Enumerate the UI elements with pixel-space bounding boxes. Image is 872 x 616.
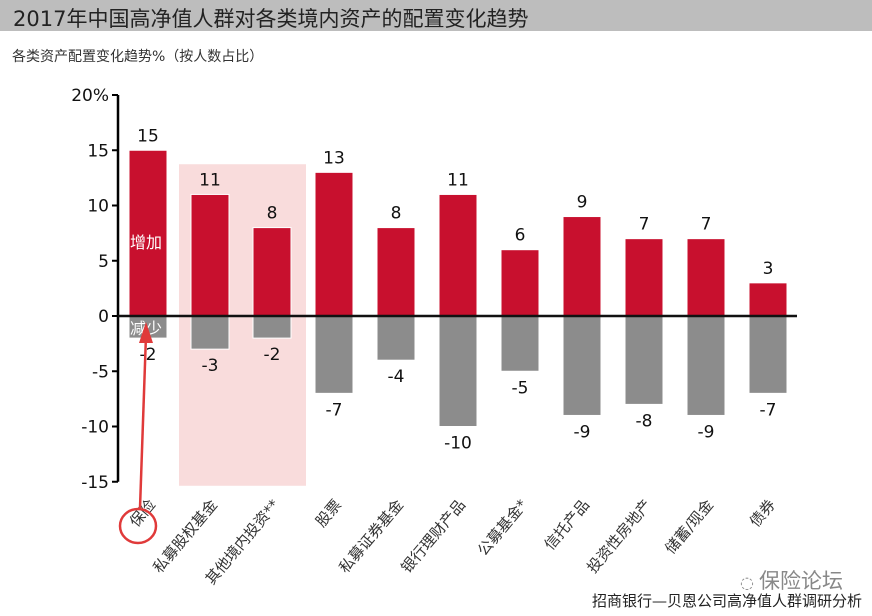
x-tick-label: 信托产品 (541, 496, 593, 554)
data-label-decrease: -9 (698, 422, 715, 442)
data-label-decrease: -10 (444, 434, 472, 454)
bar-decrease (252, 315, 292, 339)
bar-increase (190, 193, 230, 317)
data-label-decrease: -4 (388, 367, 405, 387)
data-label-decrease: -9 (574, 422, 591, 442)
x-tick-label: 保险 (126, 496, 159, 531)
y-tick-label: 5 (98, 252, 109, 272)
x-tick-label: 储蓄/现金 (661, 496, 717, 557)
data-label-decrease: -2 (140, 345, 157, 365)
arrow-line (138, 334, 148, 509)
arrow-head (139, 322, 153, 343)
data-label-decrease: -3 (202, 356, 219, 376)
bar-decrease (314, 315, 354, 394)
x-tick-label: 私募证券基金 (335, 496, 407, 577)
bar-decrease (624, 315, 664, 405)
bar-increase (376, 227, 416, 317)
data-label-increase: 8 (391, 204, 402, 224)
x-tick-label: 投资性房地产 (583, 496, 655, 577)
x-tick-label: 债券 (746, 496, 779, 531)
data-label-increase: 11 (199, 170, 221, 190)
y-tick-label: -5 (92, 362, 109, 382)
y-tick-label: 10 (87, 197, 109, 217)
watermark-text: 保险论坛 (759, 569, 844, 593)
bar-increase (686, 238, 726, 317)
bar-increase (748, 282, 788, 317)
chart-title: 2017年中国高净值人群对各类境内资产的配置变化趋势 (13, 7, 529, 31)
data-label-increase: 7 (639, 215, 650, 235)
bar-decrease (438, 315, 478, 427)
x-tick-label: 股票 (312, 496, 345, 531)
bar-increase (562, 216, 602, 317)
data-label-increase: 15 (137, 126, 159, 146)
x-tick-label: 公募基金* (474, 496, 531, 560)
y-tick-label: 20% (71, 86, 109, 106)
x-tick-label: 银行理财产品 (397, 496, 469, 577)
bar-increase (624, 238, 664, 317)
bar-increase (314, 171, 354, 317)
y-tick-label: 0 (98, 307, 109, 327)
bar-increase (500, 249, 540, 317)
bar-increase (128, 149, 168, 317)
bar-decrease (376, 315, 416, 361)
title-bar: 2017年中国高净值人群对各类境内资产的配置变化趋势 (0, 0, 872, 31)
bar-increase (438, 193, 478, 317)
data-label-decrease: -7 (326, 400, 343, 420)
data-label-decrease: -7 (760, 400, 777, 420)
data-label-increase: 6 (515, 226, 526, 246)
watermark: ◌ 保险论坛 (740, 565, 843, 595)
data-label-increase: 8 (267, 204, 278, 224)
bar-increase (252, 227, 292, 317)
x-tick-label: 私募股权基金 (149, 496, 221, 577)
bar-decrease (686, 315, 726, 416)
y-tick-label: 15 (87, 141, 109, 161)
data-label-increase: 3 (763, 259, 774, 279)
chart-subtitle: 各类资产配置变化趋势%（按人数占比） (12, 49, 264, 65)
data-label-decrease: -5 (512, 378, 529, 398)
bar-decrease (562, 315, 602, 416)
y-tick-label: -10 (81, 418, 109, 438)
data-label-increase: 11 (447, 170, 469, 190)
data-label-increase: 9 (577, 193, 588, 213)
data-label-increase: 13 (323, 148, 345, 168)
data-label-decrease: -8 (636, 411, 653, 431)
bar-decrease (500, 315, 540, 372)
bar-decrease (748, 315, 788, 394)
bar-decrease (190, 315, 230, 350)
data-label-decrease: -2 (264, 345, 281, 365)
annotation-increase: 增加 (130, 233, 162, 252)
source-note: 招商银行—贝恩公司高净值人群调研分析 (591, 592, 862, 610)
highlight-circle (118, 507, 158, 545)
data-label-increase: 7 (701, 215, 712, 235)
y-tick-label: -15 (81, 473, 109, 493)
wechat-icon: ◌ (740, 573, 760, 592)
